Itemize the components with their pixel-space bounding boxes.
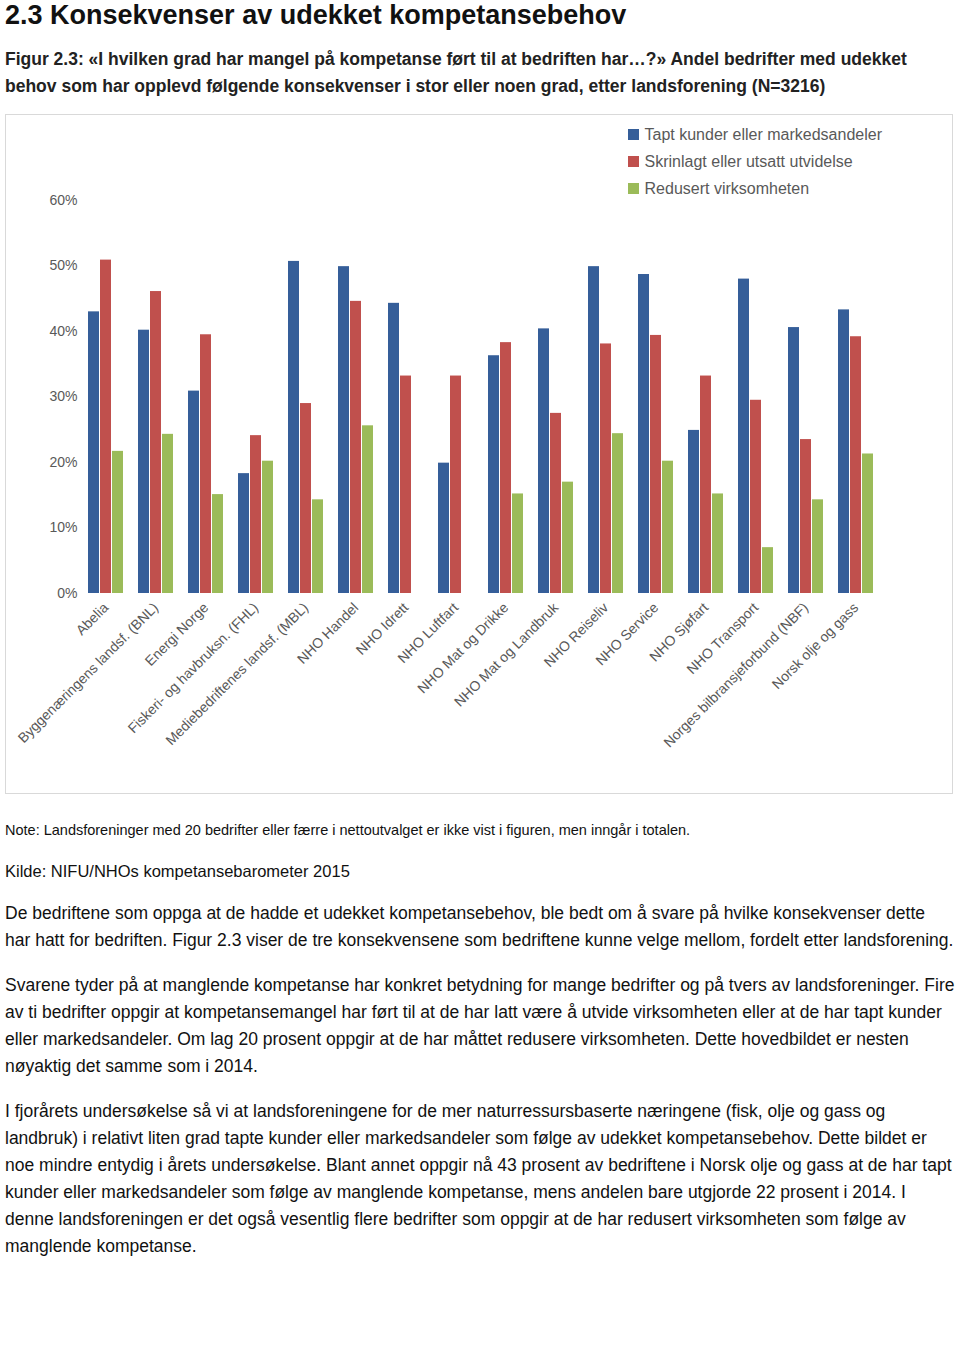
svg-text:NHO Transport: NHO Transport	[683, 599, 762, 678]
html-text:De bedriftene som oppga at de: De bedriftene som oppga at de hadde et u…	[5, 903, 954, 950]
svg-text:10%: 10%	[49, 519, 77, 535]
html-text:Figur 2.3: «I hvilken grad har: Figur 2.3: «I hvilken grad har mangel på…	[5, 49, 907, 96]
svg-text:50%: 50%	[49, 257, 77, 273]
html-text:Note: Landsforeninger med 20 b: Note: Landsforeninger med 20 bedrifter e…	[5, 822, 691, 838]
html-text:Skrinlagt eller utsatt utvidel: Skrinlagt eller utsatt utvidelse	[644, 153, 853, 170]
html-text:Redusert virksomheten: Redusert virksomheten	[644, 180, 809, 197]
svg-text:60%: 60%	[49, 192, 77, 208]
svg-text:Fiskeri- og havbruksn. (FHL): Fiskeri- og havbruksn. (FHL)	[124, 599, 262, 737]
html-text:I fjorårets undersøkelse så vi: I fjorårets undersøkelse så vi at landsf…	[5, 1101, 952, 1256]
svg-text:Abelia: Abelia	[72, 599, 111, 638]
svg-text:NHO Idrett: NHO Idrett	[352, 599, 412, 658]
svg-text:Byggenæringens landsf. (BNL): Byggenæringens landsf. (BNL)	[14, 599, 162, 746]
svg-text:NHO Reiseliv: NHO Reiseliv	[540, 599, 612, 670]
svg-text:30%: 30%	[49, 388, 77, 404]
html-text:Svarene tyder på at manglende: Svarene tyder på at manglende kompetanse…	[5, 975, 955, 1076]
svg-text:Norsk olje og gass: Norsk olje og gass	[769, 599, 862, 692]
html-text:Tapt kunder eller markedsandel: Tapt kunder eller markedsandeler	[644, 126, 882, 143]
svg-text:Norges bilbransjeforbund (NBF): Norges bilbransjeforbund (NBF)	[660, 599, 812, 751]
svg-text:Energi Norge: Energi Norge	[141, 599, 212, 669]
html-text:Kilde: NIFU/NHOs kompetansebar: Kilde: NIFU/NHOs kompetansebarometer 201…	[5, 862, 350, 880]
svg-text:40%: 40%	[49, 323, 77, 339]
svg-text:NHO Service: NHO Service	[592, 599, 662, 669]
svg-text:NHO Mat og Drikke: NHO Mat og Drikke	[414, 599, 511, 696]
svg-text:NHO Mat og Landbruk: NHO Mat og Landbruk	[450, 599, 562, 710]
svg-text:NHO Sjøfart: NHO Sjøfart	[646, 599, 712, 665]
svg-text:Mediebedriftenes landsf. (MBL): Mediebedriftenes landsf. (MBL)	[162, 599, 311, 748]
html-text:2.3 Konsekvenser av udekket ko: 2.3 Konsekvenser av udekket kompetansebe…	[5, 0, 627, 30]
svg-text:0%: 0%	[57, 585, 77, 601]
svg-text:20%: 20%	[49, 454, 77, 470]
svg-text:NHO Handel: NHO Handel	[294, 599, 361, 666]
svg-text:NHO Luftfart: NHO Luftfart	[394, 599, 462, 667]
